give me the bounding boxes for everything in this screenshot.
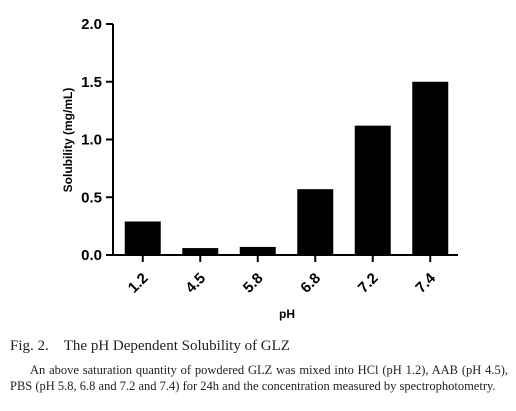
bar [354,125,391,255]
x-tick-label: 1.2 [125,270,152,297]
x-axis-title: pH [279,307,295,321]
bars [124,81,449,255]
x-tick-label: 6.8 [297,270,324,297]
x-tick-label: 5.8 [240,270,267,297]
bar [182,248,219,255]
bar-chart: 0.0 0.5 1.0 1.5 2.0 1.2 4.5 5.8 6.8 7.2 7.4 Solub… [61,16,458,321]
bar [124,221,161,255]
y-tick-label: 2.0 [81,16,102,33]
x-axis: 1.2 4.5 5.8 6.8 7.2 7.4 [112,254,458,297]
y-tick-label: 0.0 [81,247,102,264]
y-axis-title: Solubility (mg/mL) [61,88,75,193]
x-tick-label: 7.4 [412,269,439,296]
bar [239,246,276,255]
bar [412,81,449,255]
bar [297,189,334,255]
y-tick-label: 0.5 [81,189,102,206]
y-axis: 0.0 0.5 1.0 1.5 2.0 [81,16,114,264]
x-tick-label: 7.2 [355,270,382,297]
figure-caption-body: An above saturation quantity of powdered… [10,363,508,393]
x-tick-label: 4.5 [182,270,209,297]
y-tick-label: 1.0 [81,132,102,149]
y-tick-label: 1.5 [81,74,102,91]
figure-caption-title: Fig. 2. The pH Dependent Solubility of G… [10,338,290,354]
